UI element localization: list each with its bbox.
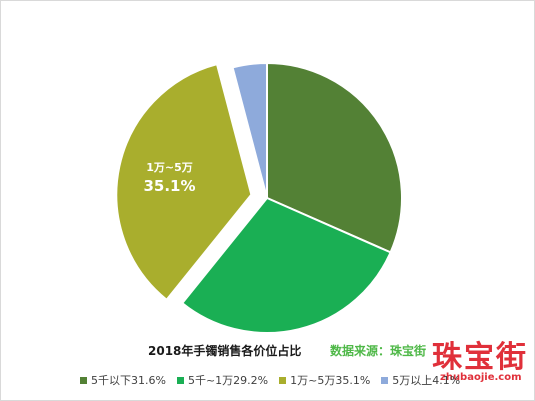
legend: 5千以下31.6% 5千~1万29.2% 1万~5万35.1% 5万以上4.1%	[80, 372, 460, 388]
legend-label: 5千~1万29.2%	[187, 374, 269, 387]
pie-slice	[115, 62, 253, 302]
watermark-brand: 珠宝街	[432, 340, 528, 375]
watermark-url: zhubaojie.com	[440, 372, 522, 383]
legend-item: 5万以上4.1%	[381, 372, 460, 388]
legend-item: 5千~1万29.2%	[176, 372, 269, 388]
legend-item: 1万~5万35.1%	[279, 372, 370, 388]
legend-swatch	[176, 376, 184, 384]
legend-label: 1万~5万35.1%	[290, 374, 371, 387]
pie-slice	[180, 196, 392, 334]
slice-label-value: 35.1%	[143, 177, 195, 195]
slice-label-name: 1万~5万	[146, 161, 193, 174]
legend-swatch	[80, 376, 87, 384]
pie-slice	[266, 61, 403, 254]
pie-slice	[231, 61, 268, 199]
legend-item: 5千以下31.6%	[80, 372, 166, 388]
legend-swatch	[381, 376, 389, 384]
chart-title: 2018年手镯销售各价位占比	[148, 344, 302, 358]
legend-label: 5千以下31.6%	[91, 374, 166, 387]
data-source: 数据来源：珠宝街	[330, 344, 427, 358]
legend-swatch	[279, 376, 287, 384]
legend-label: 5万以上4.1%	[392, 374, 461, 387]
